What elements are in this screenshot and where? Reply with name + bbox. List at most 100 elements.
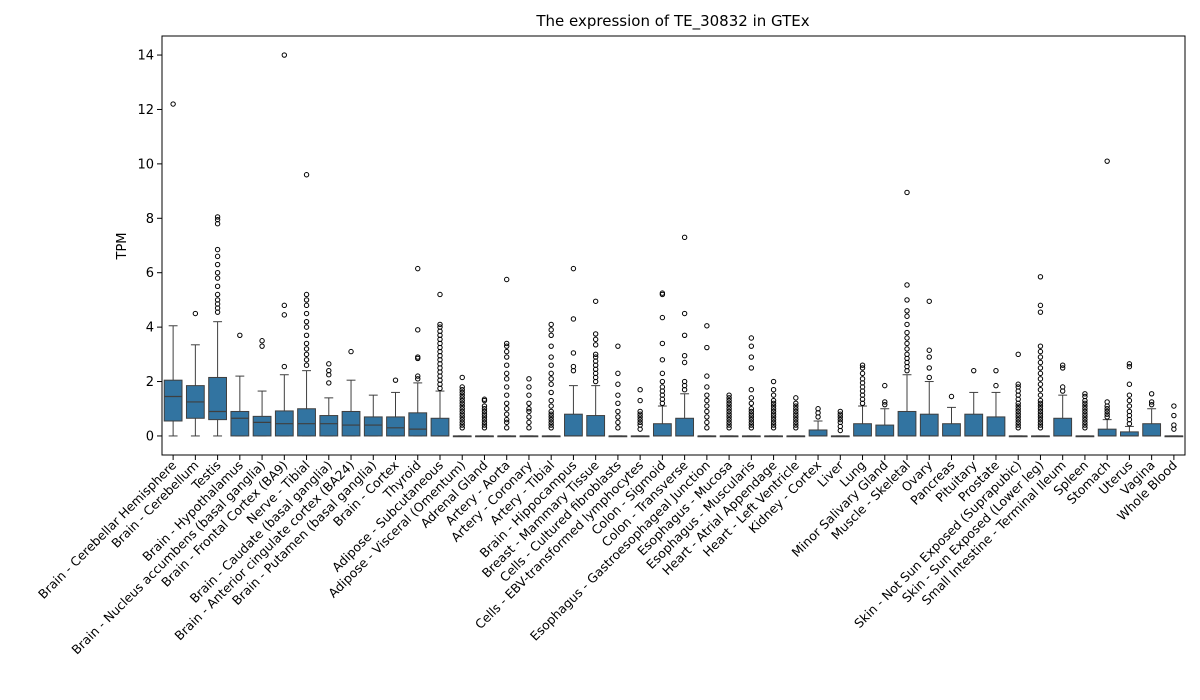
- iqr-box: [964, 413, 984, 437]
- outlier-point: [904, 313, 910, 319]
- outlier-point: [748, 414, 755, 420]
- iqr-box: [230, 410, 250, 437]
- iqr-box: [586, 415, 606, 437]
- outlier-point: [415, 265, 421, 272]
- outlier-point: [1015, 422, 1021, 428]
- outlier-point: [1126, 381, 1133, 387]
- outlier-point: [948, 393, 955, 400]
- outlier-point: [481, 408, 488, 415]
- outlier-point: [615, 343, 621, 349]
- outlier-point: [504, 384, 510, 390]
- outlier-point: [1037, 376, 1044, 382]
- outlier-point: [1082, 416, 1088, 423]
- outlier-point: [659, 384, 666, 390]
- outlier-point: [1015, 403, 1021, 409]
- y-tick-label: 2: [146, 375, 154, 390]
- outlier-point: [1037, 354, 1044, 360]
- outlier-point: [1037, 348, 1044, 355]
- outlier-point: [481, 425, 488, 431]
- outlier-point: [281, 52, 288, 58]
- outlier-point: [748, 400, 755, 407]
- iqr-box: [564, 413, 583, 437]
- outlier-point: [748, 395, 755, 401]
- outlier-point: [303, 291, 310, 298]
- outlier-point: [303, 172, 310, 178]
- outlier-point: [481, 403, 488, 409]
- outlier-point: [415, 373, 421, 379]
- outlier-point: [548, 389, 554, 396]
- box-group: [964, 367, 984, 437]
- outlier-point: [615, 400, 621, 407]
- outlier-point: [570, 350, 577, 356]
- y-tick-label: 12: [137, 103, 154, 118]
- outlier-point: [1037, 343, 1044, 349]
- outlier-point: [904, 351, 910, 358]
- outlier-point: [459, 419, 465, 426]
- box-group: [452, 374, 472, 438]
- outlier-point: [303, 362, 310, 368]
- outlier-point: [526, 425, 532, 431]
- outlier-point: [793, 419, 799, 426]
- outlier-point: [637, 387, 643, 393]
- outlier-point: [548, 416, 554, 423]
- outlier-point: [504, 348, 510, 355]
- outlier-point: [904, 297, 910, 303]
- outlier-point: [592, 336, 599, 343]
- outlier-point: [481, 419, 488, 426]
- outlier-point: [1082, 425, 1088, 431]
- iqr-box: [341, 410, 361, 437]
- outlier-point: [659, 378, 666, 385]
- outlier-point: [504, 276, 510, 283]
- outlier-point: [704, 397, 710, 404]
- outlier-point: [214, 253, 221, 260]
- outlier-point: [1082, 411, 1088, 417]
- outlier-point: [637, 411, 643, 417]
- outlier-point: [1037, 406, 1044, 412]
- outlier-point: [237, 332, 243, 338]
- outlier-point: [1015, 408, 1021, 415]
- outlier-point: [504, 419, 510, 426]
- outlier-point: [793, 414, 799, 420]
- outlier-point: [726, 422, 732, 428]
- iqr-box: [208, 376, 227, 421]
- box-group: [808, 406, 828, 437]
- plot-frame: [161, 35, 1186, 456]
- outlier-point: [481, 406, 488, 412]
- outlier-point: [504, 343, 510, 349]
- outlier-point: [748, 335, 755, 341]
- outlier-point: [548, 362, 554, 368]
- outlier-point: [837, 408, 843, 415]
- outlier-point: [526, 406, 532, 412]
- outlier-point: [993, 367, 999, 374]
- box-group: [497, 276, 517, 438]
- outlier-point: [504, 354, 510, 360]
- outlier-point: [882, 399, 888, 405]
- outlier-point: [1037, 400, 1044, 407]
- outlier-point: [1104, 399, 1110, 405]
- outlier-point: [793, 416, 799, 423]
- outlier-point: [904, 346, 910, 352]
- outlier-point: [281, 302, 288, 309]
- outlier-point: [726, 408, 732, 415]
- outlier-point: [459, 374, 465, 381]
- box-group: [363, 394, 383, 437]
- outlier-point: [259, 343, 265, 349]
- outlier-point: [214, 261, 221, 268]
- outlier-point: [748, 365, 755, 371]
- iqr-box: [408, 412, 428, 437]
- outlier-point: [770, 392, 777, 398]
- outlier-point: [1037, 408, 1044, 415]
- outlier-point: [615, 381, 621, 387]
- outlier-point: [1015, 425, 1021, 431]
- outlier-point: [1015, 419, 1021, 426]
- outlier-point: [526, 392, 532, 398]
- outlier-point: [1037, 416, 1044, 423]
- outlier-point: [504, 392, 510, 398]
- outlier-point: [904, 340, 910, 347]
- outlier-point: [1037, 397, 1044, 404]
- iqr-box: [652, 423, 672, 437]
- y-tick-label: 14: [137, 49, 154, 64]
- iqr-box: [1097, 428, 1117, 437]
- outlier-point: [704, 384, 710, 390]
- outlier-point: [459, 408, 465, 415]
